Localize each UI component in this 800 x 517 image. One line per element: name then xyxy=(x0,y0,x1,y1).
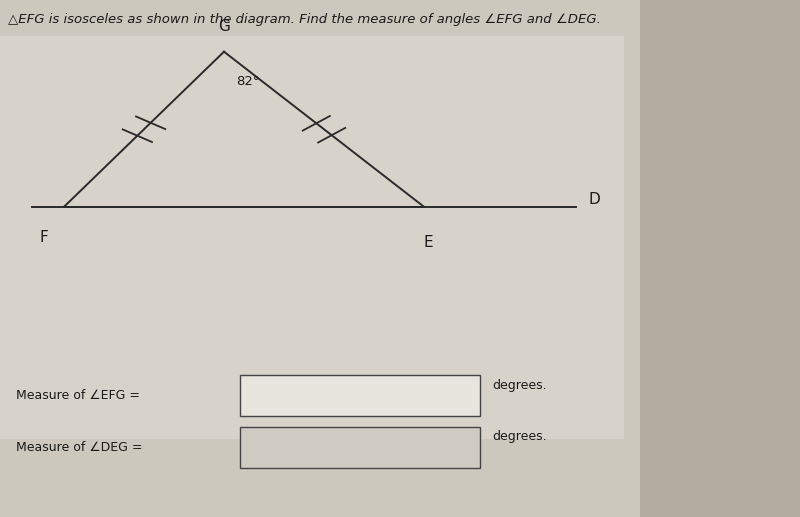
Bar xyxy=(240,375,480,416)
Bar xyxy=(600,0,800,517)
Text: △EFG is isosceles as shown in the diagram. Find the measure of angles ∠EFG and ∠: △EFG is isosceles as shown in the diagra… xyxy=(8,13,601,26)
Bar xyxy=(0,0,656,517)
Text: F: F xyxy=(40,230,48,245)
Bar xyxy=(0,0,640,517)
Text: G: G xyxy=(218,19,230,34)
Text: degrees.: degrees. xyxy=(492,378,546,392)
Text: degrees.: degrees. xyxy=(492,430,546,444)
Bar xyxy=(0,36,624,439)
Text: D: D xyxy=(588,191,600,207)
Text: Measure of ∠DEG =: Measure of ∠DEG = xyxy=(16,440,142,454)
Text: Measure of ∠EFG =: Measure of ∠EFG = xyxy=(16,389,140,402)
Text: 82°: 82° xyxy=(236,75,259,88)
Text: E: E xyxy=(423,235,433,250)
Bar xyxy=(240,427,480,468)
